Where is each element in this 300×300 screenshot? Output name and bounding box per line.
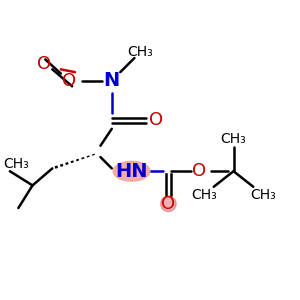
Text: O: O [193, 162, 207, 180]
Ellipse shape [113, 161, 150, 181]
Text: O: O [62, 72, 76, 90]
Text: O: O [148, 111, 163, 129]
Text: CH₃: CH₃ [191, 188, 217, 202]
Text: O: O [37, 55, 51, 73]
Text: N: N [104, 71, 120, 90]
Text: HN: HN [116, 162, 148, 181]
Text: CH₃: CH₃ [127, 45, 153, 59]
Ellipse shape [160, 196, 176, 212]
Text: CH₃: CH₃ [250, 188, 276, 202]
Text: CH₃: CH₃ [3, 157, 28, 171]
Text: O: O [161, 195, 176, 213]
Text: CH₃: CH₃ [220, 132, 246, 146]
